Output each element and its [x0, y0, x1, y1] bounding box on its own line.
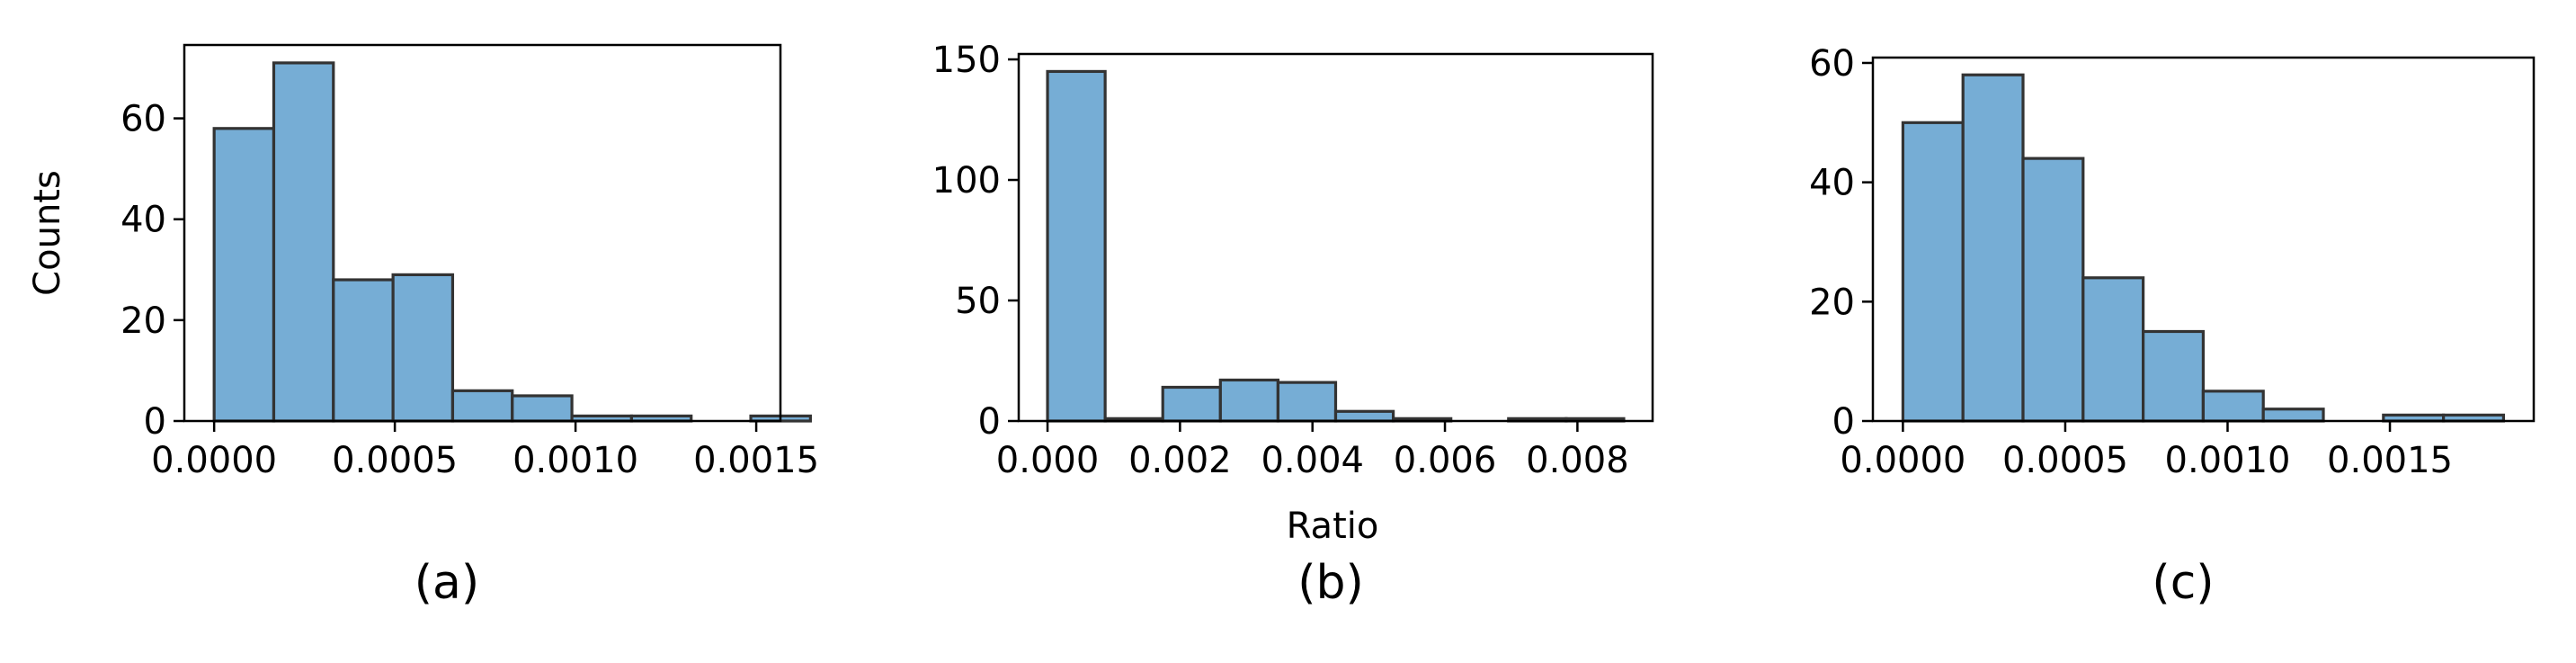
histogram-bar	[272, 61, 335, 423]
histogram-bar	[391, 273, 455, 423]
y-tick-label: 0	[1832, 401, 1855, 443]
histogram-bar	[1901, 121, 1965, 423]
histogram-panel: 0.0000 0.0005 0.0010 0.0015 0 20 40 60 (c)	[1809, 43, 2536, 610]
x-tick-label: 0.004	[1261, 440, 1364, 481]
histogram-bar	[2261, 408, 2325, 423]
x-tick-label: 0.0010	[2165, 440, 2291, 481]
y-tick-label: 60	[120, 99, 166, 140]
histogram-bar	[511, 394, 574, 423]
histogram-bar	[2021, 157, 2085, 423]
y-tick-label: 150	[932, 40, 1001, 81]
histogram-bar	[1333, 409, 1395, 423]
y-tick-label: 0	[978, 401, 1001, 443]
histogram-bar	[212, 127, 276, 423]
histogram-bar	[1218, 378, 1280, 423]
histogram-bar	[1276, 381, 1338, 423]
histogram-bar	[332, 278, 395, 423]
y-tick-label: 60	[1809, 43, 1855, 85]
x-tick-label: 0.0015	[2327, 440, 2453, 481]
axes-frame	[183, 43, 782, 423]
x-tick-label: 0.0005	[332, 440, 458, 481]
histogram-bar	[2201, 390, 2265, 423]
x-axis-label: Ratio	[1287, 506, 1379, 547]
x-tick-label: 0.0000	[151, 440, 277, 481]
x-tick-label: 0.0005	[2002, 440, 2128, 481]
x-tick-label: 0.008	[1526, 440, 1629, 481]
x-tick-label: 0.000	[996, 440, 1100, 481]
histogram-bar	[450, 389, 514, 423]
histogram-bar	[1161, 385, 1222, 423]
y-tick-label: 20	[120, 300, 166, 342]
x-tick-label: 0.006	[1394, 440, 1497, 481]
y-tick-label: 50	[955, 281, 1001, 322]
y-tick-label: 20	[1809, 282, 1855, 323]
y-tick-label: 40	[120, 200, 166, 241]
panel-caption: (a)	[414, 556, 479, 610]
axes-frame	[1871, 56, 2536, 423]
y-tick-label: 40	[1809, 163, 1855, 204]
histogram-bar	[1961, 73, 2025, 423]
x-tick-label: 0.0000	[1840, 440, 1965, 481]
panel-caption: (c)	[2152, 556, 2214, 610]
x-tick-label: 0.0015	[693, 440, 819, 481]
y-tick-label: 100	[932, 160, 1001, 202]
x-tick-label: 0.0010	[513, 440, 638, 481]
panel-caption: (b)	[1297, 556, 1364, 610]
axes-frame	[1017, 52, 1654, 423]
histogram-panel: 0.000 0.002 0.004 0.006 0.008 0 50 100 150 Ratio (…	[932, 40, 1654, 610]
histogram-bar	[2142, 329, 2206, 423]
histogram-bar	[2081, 276, 2145, 423]
histogram-panel: 0.0000 0.0005 0.0010 0.0015 0 20 40 60 Counts (a)	[27, 43, 819, 610]
y-tick-label: 0	[144, 401, 166, 443]
x-tick-label: 0.002	[1128, 440, 1232, 481]
y-axis-label: Counts	[27, 170, 68, 296]
histogram-bar	[1046, 69, 1107, 423]
